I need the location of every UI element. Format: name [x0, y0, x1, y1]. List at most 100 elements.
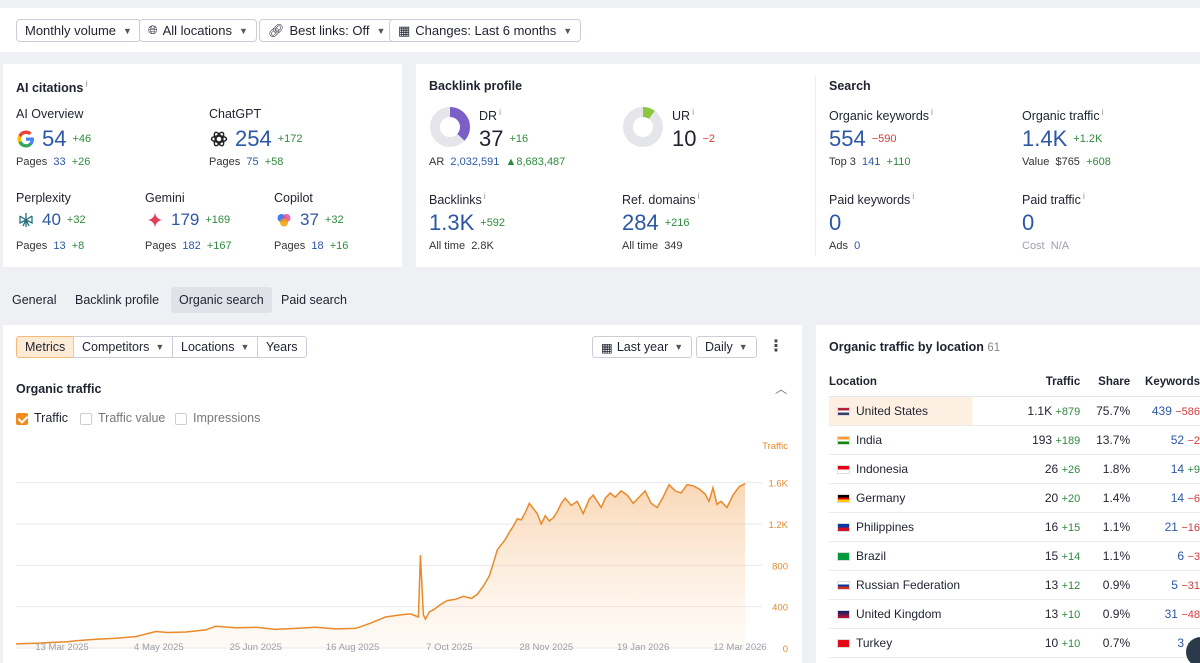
seg-years[interactable]: Years — [257, 336, 307, 358]
info-icon[interactable]: i — [499, 107, 502, 117]
location-cell[interactable]: India — [829, 425, 1019, 455]
info-icon[interactable]: i — [692, 107, 695, 117]
perplexity-metric[interactable]: 40 +32 — [16, 210, 86, 230]
y-tick-label: 800 — [772, 561, 788, 572]
last-year-dropdown[interactable]: ▦ Last year ▼ — [592, 336, 693, 358]
chatgpt-icon — [209, 129, 229, 149]
best-links-dropdown[interactable]: 🔗︎ Best links: Off ▼ — [259, 19, 395, 42]
ai-overview-metric[interactable]: 54 +46 — [16, 126, 91, 152]
daily-dropdown[interactable]: Daily ▼ — [696, 336, 757, 358]
backlink-search-card: Backlink profile DR i 37 +16 AR 2,032,591… — [416, 64, 1200, 267]
location-cell[interactable]: Brazil — [829, 541, 1019, 571]
tab-backlink-profile[interactable]: Backlink profile — [75, 293, 160, 307]
help-chat-icon[interactable] — [1186, 637, 1200, 663]
more-options-icon[interactable]: ⋮ — [768, 338, 784, 355]
seg-metrics[interactable]: Metrics — [16, 336, 75, 358]
traffic-line — [15, 483, 746, 645]
chevron-down-icon: ▼ — [123, 25, 132, 36]
gemini-metric[interactable]: 179 +169 — [145, 210, 230, 230]
table-row[interactable]: Philippines 16 +15 1.1% 21 −16 — [829, 512, 1200, 542]
share-cell: 13.7% — [1088, 425, 1131, 455]
perplexity-delta: +32 — [66, 214, 86, 226]
info-icon[interactable]: i — [85, 79, 88, 89]
col-traffic[interactable]: Traffic — [1018, 368, 1089, 397]
gemini-label: Gemini — [145, 191, 185, 205]
tab-general[interactable]: General — [12, 293, 57, 307]
location-cell[interactable]: United Kingdom — [829, 599, 1019, 629]
location-cell[interactable]: Germany — [829, 483, 1019, 513]
col-share[interactable]: Share — [1088, 368, 1131, 397]
top3-link[interactable]: 141 — [862, 156, 881, 168]
seg-competitors[interactable]: Competitors ▼ — [73, 336, 174, 358]
ar-link[interactable]: 2,032,591 — [450, 156, 500, 168]
paid-keywords-metric[interactable]: 0 — [829, 210, 841, 236]
info-icon[interactable]: i — [1101, 107, 1104, 117]
best-links-label: Best links: Off — [289, 23, 370, 38]
impressions-checkbox[interactable]: Impressions — [175, 411, 260, 425]
traffic-cell: 1.1K +879 — [1018, 396, 1089, 426]
keywords-cell[interactable]: 439 −586 — [1130, 396, 1200, 426]
top3-row: Top 3 141 +110 — [829, 156, 911, 168]
table-row[interactable]: Indonesia 26 +26 1.8% 14 +9 — [829, 454, 1200, 484]
info-icon[interactable]: i — [697, 191, 700, 201]
copilot-pages: Pages 18 +16 — [274, 240, 349, 252]
traffic-cell: 193 +189 — [1018, 425, 1089, 455]
ai-overview-pages-link[interactable]: 33 — [53, 156, 66, 168]
location-cell[interactable]: United States — [829, 396, 1019, 426]
backlinks-value: 1.3K — [429, 210, 475, 235]
collapse-chevron-icon[interactable]: ︿ — [775, 382, 788, 396]
location-cell[interactable]: Philippines — [829, 512, 1019, 542]
keywords-cell[interactable]: 6 −3 — [1130, 541, 1200, 571]
keywords-cell[interactable]: 52 −2 — [1130, 425, 1200, 455]
keywords-cell[interactable]: 14 −6 — [1130, 483, 1200, 513]
seg-locations[interactable]: Locations ▼ — [172, 336, 259, 358]
organic-traffic-chart[interactable]: Traffic 0 400 800 1.2K 1.6K 13 Mar 2025 4 May… — [0, 436, 800, 658]
table-row[interactable]: Russian Federation 13 +12 0.9% 5 −31 — [829, 570, 1200, 600]
col-keywords[interactable]: Keywords — [1130, 368, 1200, 397]
chevron-down-icon: ▼ — [155, 342, 165, 352]
col-location[interactable]: Location — [829, 368, 1019, 397]
keywords-cell[interactable]: 21 −16 — [1130, 512, 1200, 542]
info-icon[interactable]: i — [1082, 191, 1085, 201]
location-cell[interactable]: Indonesia — [829, 454, 1019, 484]
traffic-area — [16, 483, 745, 648]
traffic-value-checkbox[interactable]: Traffic value — [80, 411, 165, 425]
location-cell[interactable]: Russian Federation — [829, 570, 1019, 600]
tab-organic-search[interactable]: Organic search — [171, 287, 272, 313]
ads-link[interactable]: 0 — [854, 240, 861, 252]
ref-domains-metric[interactable]: 284 +216 — [622, 210, 690, 236]
keywords-cell[interactable]: 14 +9 — [1130, 454, 1200, 484]
monthly-volume-dropdown[interactable]: Monthly volume ▼ — [16, 19, 141, 42]
table-row[interactable]: Germany 20 +20 1.4% 14 −6 — [829, 483, 1200, 513]
table-row[interactable]: India 193 +189 13.7% 52 −2 — [829, 425, 1200, 455]
keywords-cell[interactable]: 31 −48 — [1130, 599, 1200, 629]
info-icon[interactable]: i — [912, 191, 915, 201]
info-icon[interactable]: i — [483, 191, 486, 201]
location-cell[interactable]: Turkey — [829, 628, 1019, 658]
copilot-metric[interactable]: 37 +32 — [274, 210, 344, 230]
gemini-pages-link[interactable]: 182 — [182, 240, 201, 252]
traffic-cell: 20 +20 — [1018, 483, 1089, 513]
perplexity-pages-link[interactable]: 13 — [53, 240, 66, 252]
share-cell: 1.1% — [1088, 541, 1131, 571]
x-tick-label: 12 Mar 2026 — [713, 642, 766, 653]
copilot-pages-link[interactable]: 18 — [311, 240, 324, 252]
paid-traffic-metric[interactable]: 0 — [1022, 210, 1034, 236]
chatgpt-metric[interactable]: 254 +172 — [209, 126, 303, 152]
organic-traffic-metric[interactable]: 1.4K +1.2K — [1022, 126, 1102, 152]
info-icon[interactable]: i — [931, 107, 934, 117]
changes-dropdown[interactable]: ▦ Changes: Last 6 months ▼ — [389, 19, 582, 42]
keywords-cell[interactable]: 5 −31 — [1130, 570, 1200, 600]
traffic-checkbox[interactable]: Traffic — [16, 411, 68, 425]
organic-traffic-label: Organic traffic i — [1022, 107, 1104, 124]
table-row[interactable]: United Kingdom 13 +10 0.9% 31 −48 — [829, 599, 1200, 629]
y-tick-label: 0 — [783, 644, 788, 655]
all-locations-dropdown[interactable]: 🌐︎ All locations ▼ — [139, 19, 257, 42]
table-row[interactable]: Brazil 15 +14 1.1% 6 −3 — [829, 541, 1200, 571]
backlinks-metric[interactable]: 1.3K +592 — [429, 210, 505, 236]
table-row[interactable]: United States 1.1K +879 75.7% 439 −586 — [829, 396, 1200, 426]
chatgpt-pages-link[interactable]: 75 — [246, 156, 259, 168]
organic-keywords-metric[interactable]: 554 −590 — [829, 126, 897, 152]
tab-paid-search[interactable]: Paid search — [281, 293, 348, 307]
